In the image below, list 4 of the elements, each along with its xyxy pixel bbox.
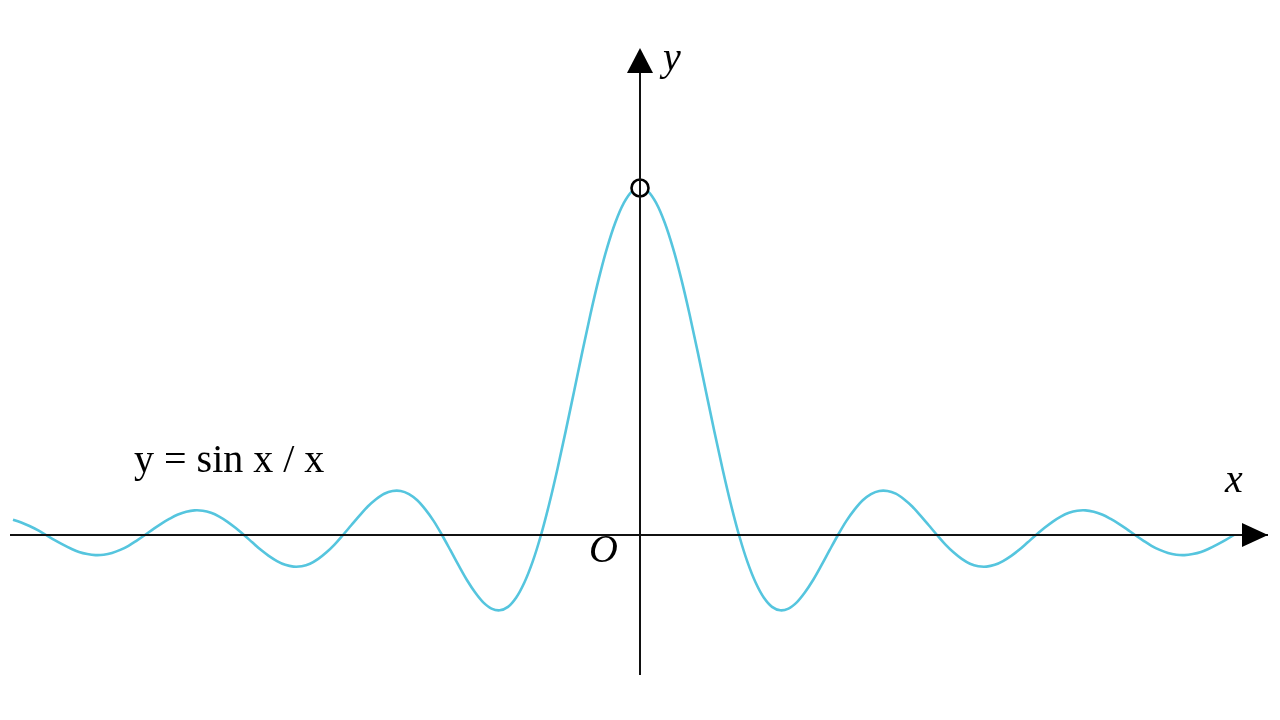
y-axis-title: y <box>659 34 681 79</box>
annotation: O <box>589 526 618 571</box>
x-axis-title: x <box>1224 456 1243 501</box>
annotation: y = sin x / x <box>134 436 325 481</box>
